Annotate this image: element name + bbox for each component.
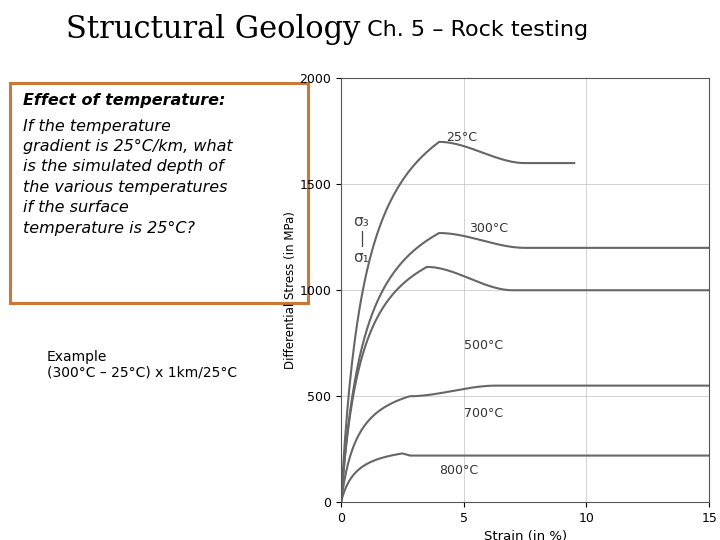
Text: 25°C: 25°C	[446, 131, 477, 144]
Text: Effect of temperature:: Effect of temperature:	[22, 93, 225, 108]
Text: If the temperature
gradient is 25°C/km, what
is the simulated depth of
the vario: If the temperature gradient is 25°C/km, …	[22, 119, 232, 235]
FancyBboxPatch shape	[10, 83, 308, 303]
Y-axis label: Differential Stress (in MPa): Differential Stress (in MPa)	[284, 211, 297, 369]
Text: Example
(300°C – 25°C) x 1km/25°C: Example (300°C – 25°C) x 1km/25°C	[47, 349, 237, 380]
Text: 500°C: 500°C	[464, 339, 503, 352]
X-axis label: Strain (in %): Strain (in %)	[484, 530, 567, 540]
Text: Ch. 5 – Rock testing: Ch. 5 – Rock testing	[360, 19, 588, 40]
Text: 700°C: 700°C	[464, 407, 503, 420]
Text: Structural Geology: Structural Geology	[66, 14, 360, 45]
Text: 300°C: 300°C	[469, 222, 508, 235]
Text: 800°C: 800°C	[439, 464, 478, 477]
Text: σ₃
|
σ₁: σ₃ | σ₁	[354, 214, 369, 265]
